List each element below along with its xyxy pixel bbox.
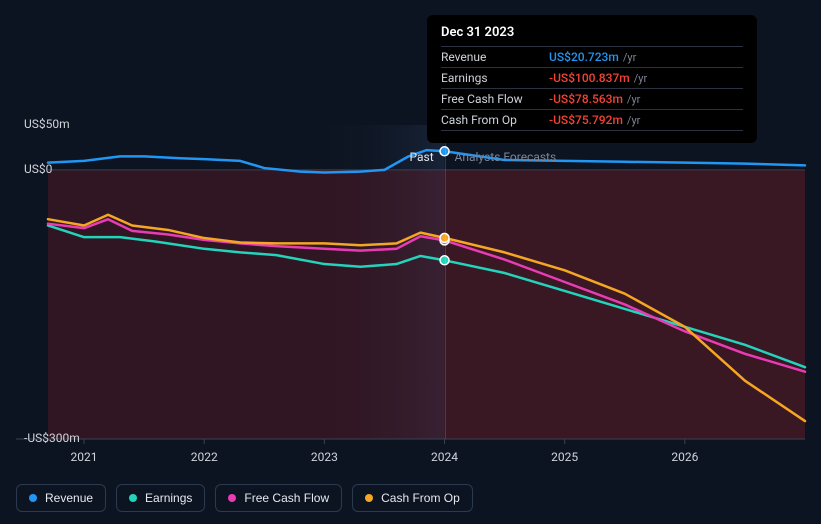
zone-divider	[445, 142, 446, 439]
tooltip-row-label: Earnings	[441, 71, 549, 85]
x-tick-label: 2021	[71, 450, 98, 464]
legend-label: Revenue	[45, 491, 93, 505]
tooltip-row: Cash From Op-US$75.792m/yr	[441, 109, 743, 131]
tooltip-row: Earnings-US$100.837m/yr	[441, 67, 743, 88]
tooltip-row-label: Revenue	[441, 50, 549, 64]
x-tick-label: 2022	[191, 450, 218, 464]
tooltip-row-unit: /yr	[627, 93, 640, 106]
tooltip-row: Free Cash Flow-US$78.563m/yr	[441, 88, 743, 109]
legend-label: Earnings	[145, 491, 192, 505]
x-tick-label: 2026	[671, 450, 698, 464]
tooltip-row-unit: /yr	[623, 51, 636, 64]
tooltip-row-unit: /yr	[634, 72, 647, 85]
tooltip-row-label: Free Cash Flow	[441, 92, 549, 106]
x-tick-label: 2024	[431, 450, 458, 464]
tooltip-row: RevenueUS$20.723m/yr	[441, 46, 743, 67]
tooltip-row-value: -US$78.563m	[549, 92, 623, 106]
legend-label: Cash From Op	[381, 491, 460, 505]
tooltip-date: Dec 31 2023	[441, 25, 743, 40]
tooltip-row-value: US$20.723m	[549, 50, 619, 64]
tooltip-panel: Dec 31 2023 RevenueUS$20.723m/yrEarnings…	[427, 15, 757, 143]
forecast-label: Analysts Forecasts	[455, 150, 557, 164]
legend-item-cash-from-op[interactable]: Cash From Op	[352, 484, 473, 512]
x-tick-label: 2023	[311, 450, 338, 464]
tooltip-row-value: -US$100.837m	[549, 71, 630, 85]
chart-svg	[16, 125, 805, 439]
legend-dot	[29, 494, 37, 502]
past-label: Past	[410, 150, 434, 164]
legend-dot	[129, 494, 137, 502]
legend-dot	[365, 494, 373, 502]
legend-dot	[228, 494, 236, 502]
legend-item-revenue[interactable]: Revenue	[16, 484, 106, 512]
legend-item-free-cash-flow[interactable]: Free Cash Flow	[215, 484, 342, 512]
x-axis: 2021 2022 2023 2024 2025 2026	[16, 450, 805, 470]
legend: Revenue Earnings Free Cash Flow Cash From O…	[16, 484, 473, 512]
x-tick-label: 2025	[551, 450, 578, 464]
y-tick-label: -US$300m	[24, 431, 80, 445]
tooltip-row-label: Cash From Op	[441, 113, 549, 127]
zone-labels: Past Analysts Forecasts	[0, 150, 821, 170]
tooltip-row-value: -US$75.792m	[549, 113, 623, 127]
chart-area	[16, 125, 805, 439]
tooltip-row-unit: /yr	[627, 114, 640, 127]
legend-label: Free Cash Flow	[244, 491, 329, 505]
y-tick-label: US$50m	[24, 117, 70, 131]
legend-item-earnings[interactable]: Earnings	[116, 484, 205, 512]
